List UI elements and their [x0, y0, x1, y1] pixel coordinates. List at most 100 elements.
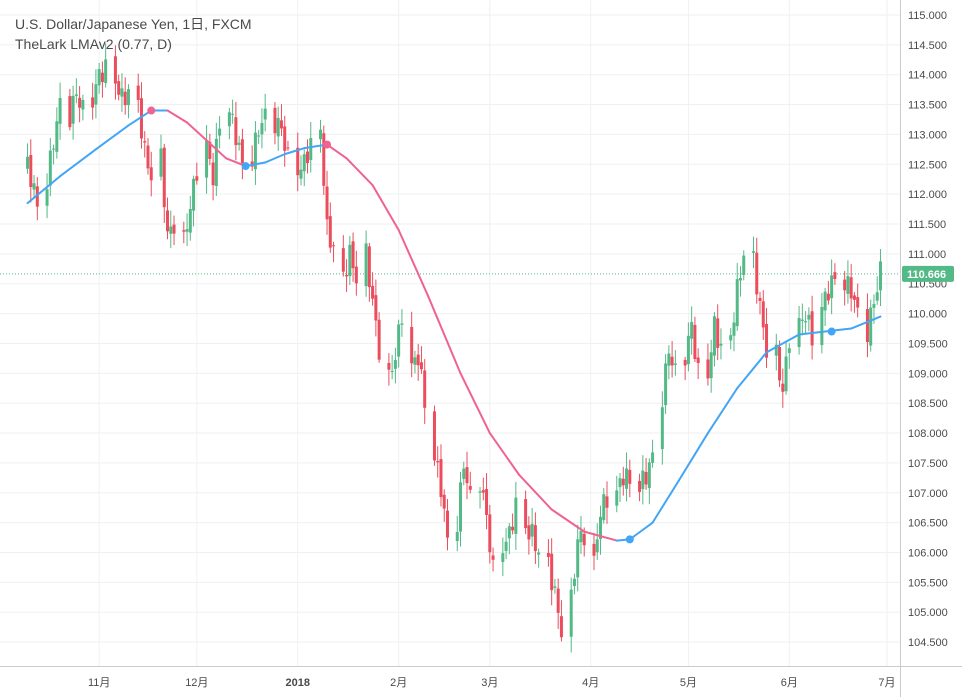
candle [804, 311, 808, 334]
candle-body [143, 141, 147, 143]
candle [325, 170, 329, 235]
lma-segment [371, 184, 400, 231]
candle [195, 162, 199, 185]
candle-body [227, 112, 231, 127]
y-tick-label: 112.500 [908, 159, 947, 171]
candle [787, 343, 791, 369]
candle [113, 45, 117, 100]
y-tick-label: 115.000 [908, 10, 947, 22]
candle [709, 339, 713, 393]
candle-body [530, 523, 534, 537]
candle [742, 250, 746, 281]
candle [667, 345, 671, 380]
candle [48, 137, 52, 197]
candle [299, 155, 303, 186]
candle [598, 505, 602, 555]
candle-body [462, 468, 466, 479]
candle-body [253, 132, 257, 170]
candle [410, 311, 414, 378]
candle-body [468, 485, 472, 490]
x-tick-label: 6月 [781, 677, 798, 689]
candle-body [485, 489, 489, 515]
candle-body [755, 252, 759, 295]
candlesticks [26, 43, 882, 653]
candle-body [524, 499, 528, 529]
candle [97, 62, 101, 94]
lma-segment [488, 432, 521, 476]
candle-body [442, 494, 446, 509]
candle [706, 343, 710, 386]
candle-body [162, 147, 166, 208]
candle [345, 259, 349, 292]
y-tick-label: 109.500 [908, 338, 948, 350]
candle-body [273, 107, 277, 134]
candle [29, 139, 33, 203]
candle-body [852, 295, 856, 300]
candle-body [172, 224, 176, 234]
candle-body [738, 277, 742, 281]
lma-turn-marker [827, 327, 836, 336]
candle-body [58, 97, 62, 124]
indicator-title[interactable]: TheLark LMAv2 (0.77, D) [15, 36, 172, 52]
candle-body [351, 241, 355, 269]
lma-turn-marker [147, 106, 156, 115]
candle-body [263, 108, 267, 120]
candle [283, 115, 287, 167]
lma-segment [59, 148, 97, 178]
candle [162, 143, 166, 224]
candle-body [572, 578, 576, 587]
candle [683, 356, 687, 381]
candle [761, 290, 765, 340]
candle-body [592, 543, 596, 556]
candle-body [283, 126, 287, 151]
candle-body [214, 138, 218, 186]
lma-segment [166, 109, 189, 124]
candle [823, 287, 827, 327]
candle-body [514, 497, 518, 534]
candle-body [423, 370, 427, 408]
x-tick-label: 3月 [481, 677, 498, 689]
lma-segment [518, 473, 553, 511]
lma-segment [736, 351, 768, 390]
x-tick-label: 12月 [185, 677, 208, 689]
candle-body [328, 216, 332, 248]
candle [511, 513, 515, 535]
candle [579, 515, 583, 554]
lma-segment [283, 147, 306, 156]
candle-body [556, 588, 560, 613]
candle-body [188, 209, 192, 233]
candle-body [416, 354, 420, 366]
candle-body [729, 335, 733, 341]
candle-body [849, 277, 853, 299]
lma-segment [205, 139, 228, 160]
candle [68, 88, 72, 131]
candle-body [302, 154, 306, 172]
candle [550, 538, 554, 606]
candle [530, 507, 534, 547]
candle-body [257, 135, 261, 137]
candle-body [569, 589, 573, 637]
y-tick-label: 112.000 [908, 189, 947, 201]
candle [462, 461, 466, 486]
candle [234, 101, 238, 161]
candle [351, 232, 355, 282]
candle [651, 439, 655, 468]
candle [205, 125, 209, 194]
candle [166, 197, 170, 240]
symbol-title[interactable]: U.S. Dollar/Japanese Yen, 1日, FXCM [15, 16, 252, 32]
candle [644, 457, 648, 490]
candle [364, 230, 368, 297]
candle-body [644, 471, 648, 485]
candle [172, 215, 176, 246]
candle-body [234, 117, 238, 146]
candle [227, 107, 231, 140]
candle-body [735, 279, 739, 327]
y-tick-label: 105.000 [908, 607, 948, 619]
candle-body [742, 255, 746, 276]
candle [752, 236, 756, 269]
candle-body [100, 72, 104, 83]
lma-turn-marker [625, 535, 634, 544]
lma-segment [186, 121, 208, 142]
candle-body [45, 189, 49, 206]
